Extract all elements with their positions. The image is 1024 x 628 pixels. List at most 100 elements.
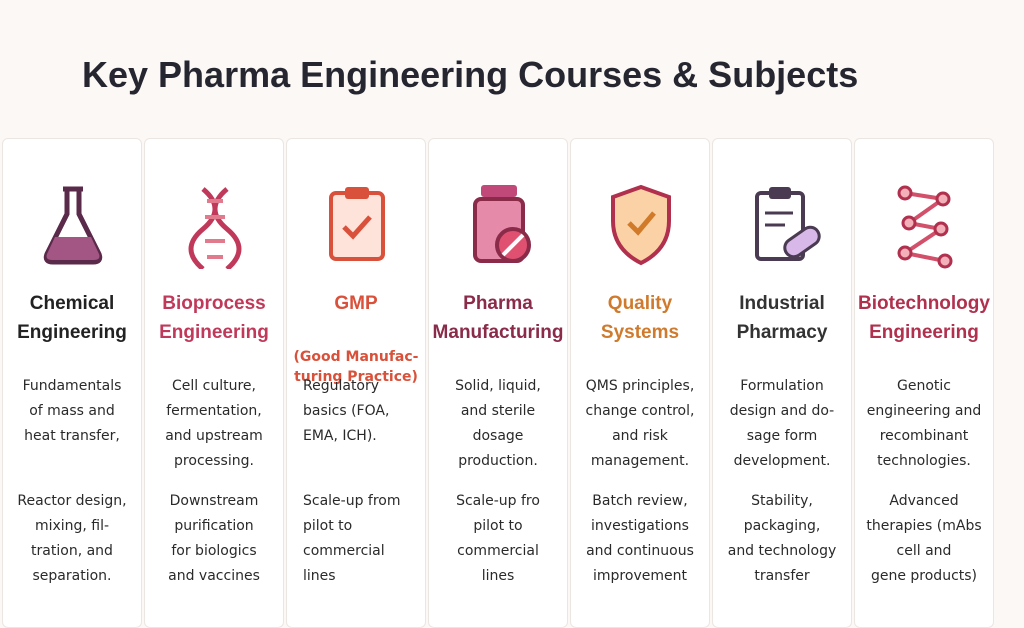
icon [897, 185, 953, 269]
card-text-line: tration, and [31, 543, 113, 559]
card-text: Advanced therapies (mAbs cell and gene prod… [855, 489, 993, 589]
course-card: Quality Systems QMS principles, change cont… [570, 138, 710, 628]
card-text: Reactor design, mixing, fil-tration, and s… [3, 489, 141, 589]
card-text-line: Formulation [740, 378, 824, 394]
card-title-line: Quality [607, 293, 673, 314]
card-text: Stability, packaging, and technology transf… [713, 489, 851, 589]
card-text: Downstream purification for biologics and v… [145, 489, 283, 589]
card-text-line: packaging, [743, 518, 821, 534]
course-icon [885, 179, 965, 269]
course-icon [33, 179, 113, 269]
card-subtitle-line: turing Practice) [294, 369, 418, 385]
card-title: Biotechnology Engineering [855, 289, 993, 347]
card-text-line: and upstream [165, 428, 263, 444]
card-title-line: Systems [600, 322, 680, 343]
course-icon [459, 179, 539, 269]
card-text-line: management. [590, 453, 690, 469]
card-title-line: Bioprocess [162, 293, 266, 314]
icon [329, 187, 385, 261]
course-card: Pharma Manufacturing Solid, liquid, and ste… [428, 138, 568, 628]
card-text-line: and continuous [586, 543, 694, 559]
card-text-line: separation. [32, 568, 112, 584]
card-text-line: Fundamentals [22, 378, 122, 394]
card-text-line: Solid, liquid, [455, 378, 541, 394]
course-card: Chemical Engineering Fundamentals of mass a… [2, 138, 142, 628]
icon [473, 185, 531, 263]
card-text-line: purification [174, 518, 254, 534]
icon [611, 184, 671, 266]
card-title: Industrial Pharmacy [713, 289, 851, 347]
card-text-line: QMS principles, [585, 378, 695, 394]
card-subtitle: (Good Manufac-turing Practice) [287, 347, 425, 387]
card-text-line: sage form [746, 428, 818, 444]
card-text-line: engineering and [866, 403, 982, 419]
card-title: GMP [287, 289, 425, 318]
course-icon [317, 179, 397, 269]
card-text-line: lines [481, 568, 515, 584]
card-text-line: technologies. [877, 453, 971, 469]
card-text-line: gene products) [870, 568, 978, 584]
card-text-line: Genotic [897, 378, 951, 394]
card-text: QMS principles, change control, and risk ma… [571, 374, 709, 474]
icon [188, 187, 242, 271]
card-text-line: and technology [727, 543, 837, 559]
card-title-line: Pharma [463, 293, 533, 314]
card-text-line: Scale-up from [303, 493, 401, 509]
course-card: Industrial Pharmacy Formulation design and … [712, 138, 852, 628]
card-text-line: Cell culture, [172, 378, 256, 394]
card-title-line: Chemical [29, 293, 115, 314]
card-title-line: Biotechnology [858, 293, 990, 314]
icon [43, 186, 103, 265]
course-icon [743, 179, 823, 269]
card-text-line: lines [303, 568, 336, 584]
card-text-line: and risk [612, 428, 668, 444]
card-text: Fundamentals of mass and heat transfer, [3, 374, 141, 449]
card-text-line: Reactor design, [17, 493, 127, 509]
card-title-line: Industrial [739, 293, 825, 314]
card-text-line: for biologics [171, 543, 257, 559]
card-title: Chemical Engineering [3, 289, 141, 347]
card-text-line: Batch review, [592, 493, 688, 509]
card-text-line: Downstream [169, 493, 259, 509]
card-text-line: EMA, ICH). [303, 428, 377, 444]
card-title-line: Engineering [869, 322, 979, 343]
card-title: Bioprocess Engineering [145, 289, 283, 347]
card-title: Quality Systems [571, 289, 709, 347]
course-card: Biotechnology Engineering Genotic engineeri… [854, 138, 994, 628]
card-text-line: change control, [585, 403, 695, 419]
card-text-line: Scale-up fro [456, 493, 540, 509]
card-text-line: Regulatory [303, 378, 380, 394]
card-text: Formulation design and do-sage form develo… [713, 374, 851, 474]
card-text-line: recombinant [879, 428, 969, 444]
card-text-line: transfer [754, 568, 810, 584]
card-text: Cell culture, fermentation, and upstream pr… [145, 374, 283, 474]
card-text-line: dosage [472, 428, 524, 444]
card-text-line: pilot to [473, 518, 523, 534]
card-title-line: Manufacturing [432, 322, 564, 343]
card-text: Batch review, investigations and continuou… [571, 489, 709, 589]
card-text-line: investigations [591, 518, 689, 534]
card-text-line: development. [733, 453, 831, 469]
card-text-line: and vaccines [168, 568, 260, 584]
card-text: Scale-up from pilot to commercial lines [287, 489, 425, 589]
card-title-line: GMP [334, 293, 378, 314]
card-text-line: commercial [303, 543, 385, 559]
card-text-line: Advanced [889, 493, 959, 509]
card-title-line: Engineering [159, 322, 269, 343]
course-card: Bioprocess Engineering Cell culture, fermen… [144, 138, 284, 628]
card-text-line: and sterile [460, 403, 536, 419]
card-text-line: of mass and [29, 403, 115, 419]
card-title-line: Engineering [17, 322, 127, 343]
card-text-line: mixing, fil- [34, 518, 110, 534]
card-text-line: therapies (mAbs [866, 518, 982, 534]
course-card: GMP (Good Manufac-turing Practice) Regulat… [286, 138, 426, 628]
card-title: Pharma Manufacturing [429, 289, 567, 347]
icon [755, 187, 821, 261]
card-text-line: improvement [593, 568, 687, 584]
page-title: Key Pharma Engineering Courses & Subject… [82, 54, 859, 95]
card-text-line: pilot to [303, 518, 353, 534]
card-text-line: commercial [457, 543, 539, 559]
card-text: Genotic engineering and recombinant technol… [855, 374, 993, 474]
card-text-line: processing. [174, 453, 254, 469]
